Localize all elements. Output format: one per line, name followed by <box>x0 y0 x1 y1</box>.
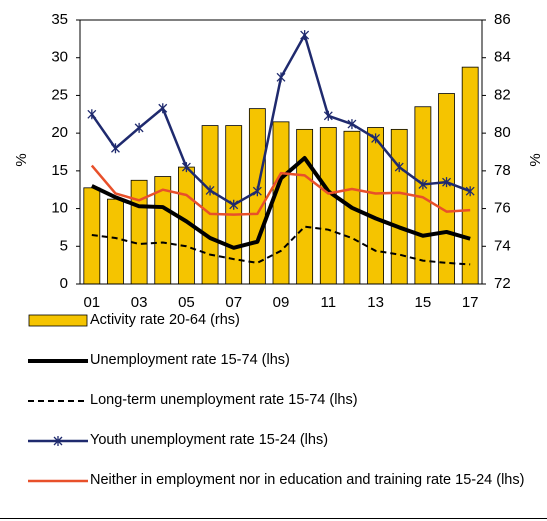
line-marker <box>442 177 451 188</box>
y2-tick-label: 72 <box>494 275 511 292</box>
line-marker <box>87 109 97 120</box>
legend-item: Long-term unemployment rate 15-74 (lhs) <box>28 392 543 432</box>
line-series <box>90 164 471 216</box>
legend-swatch <box>28 479 88 483</box>
legend: Activity rate 20-64 (rhs) Unemployment ra… <box>28 312 543 512</box>
x-tick-label: 09 <box>273 294 290 310</box>
line-marker <box>465 186 475 197</box>
bar <box>438 93 455 285</box>
line-series <box>91 225 471 266</box>
line-marker <box>158 103 168 114</box>
y2-tick-label: 84 <box>494 49 511 66</box>
y2-tick-label: 76 <box>494 200 511 217</box>
line-marker <box>134 122 144 133</box>
legend-label: Long-term unemployment rate 15-74 (lhs) <box>90 392 358 408</box>
legend-item: Unemployment rate 15-74 (lhs) <box>28 352 543 392</box>
y2-axis-label: % <box>527 153 544 166</box>
y-tick-label: 15 <box>51 162 68 179</box>
x-tick-label: 15 <box>415 294 432 310</box>
x-tick-label: 13 <box>367 294 384 310</box>
legend-swatch <box>28 400 88 402</box>
y-tick-label: 5 <box>60 237 68 254</box>
y-tick-label: 10 <box>51 200 68 217</box>
x-tick-label: 03 <box>131 294 148 310</box>
line-marker <box>276 72 286 83</box>
line-marker <box>181 162 191 173</box>
y-tick-label: 20 <box>51 124 68 141</box>
x-tick-label: 01 <box>83 294 100 310</box>
y2-tick-label: 78 <box>494 162 511 179</box>
legend-item: Neither in employment nor in education a… <box>28 472 543 512</box>
legend-label: Unemployment rate 15-74 (lhs) <box>90 352 290 368</box>
line-marker <box>371 133 381 144</box>
legend-marker <box>53 436 63 446</box>
line-marker <box>229 199 239 210</box>
y2-tick-label: 80 <box>494 124 511 141</box>
bar <box>248 108 266 285</box>
y2-tick-label: 74 <box>494 237 511 254</box>
line-marker <box>111 143 120 154</box>
line-marker <box>347 119 357 130</box>
x-tick-label: 17 <box>462 294 479 310</box>
bar <box>296 128 314 285</box>
legend-label: Activity rate 20-64 (rhs) <box>90 312 240 328</box>
line-series <box>90 156 471 250</box>
legend-label: Neither in employment nor in education a… <box>90 472 525 488</box>
line-marker <box>205 185 215 196</box>
y2-tick-label: 86 <box>494 11 511 28</box>
line-marker <box>300 30 310 41</box>
bar <box>461 66 479 285</box>
line-marker <box>394 162 404 173</box>
y-axis-label: % <box>13 153 30 166</box>
y-tick-label: 35 <box>51 11 68 28</box>
y-tick-label: 0 <box>60 275 68 292</box>
y-tick-label: 25 <box>51 86 68 103</box>
bar <box>130 179 148 285</box>
legend-item: Youth unemployment rate 15-24 (lhs) <box>28 432 543 472</box>
plot-frame <box>79 19 483 285</box>
bar <box>319 127 337 285</box>
line-marker <box>418 179 428 190</box>
x-tick-label: 05 <box>178 294 195 310</box>
bar <box>367 127 384 285</box>
legend-swatch <box>28 359 88 363</box>
bar <box>107 198 124 285</box>
bottom-rule <box>0 518 547 519</box>
x-tick-label: 07 <box>225 294 242 310</box>
legend-label: Youth unemployment rate 15-24 (lhs) <box>90 432 329 448</box>
legend-bar <box>28 314 88 327</box>
y-tick-label: 30 <box>51 49 68 66</box>
line-marker <box>252 186 262 197</box>
legend-swatch <box>28 314 88 327</box>
bar <box>272 121 290 285</box>
legend-swatch <box>28 436 88 446</box>
bar <box>390 128 408 285</box>
x-tick-label: 11 <box>321 294 337 310</box>
bar <box>201 125 219 285</box>
legend-item: Activity rate 20-64 (rhs) <box>28 312 543 352</box>
line-marker <box>323 110 333 121</box>
y2-tick-label: 82 <box>494 86 511 103</box>
